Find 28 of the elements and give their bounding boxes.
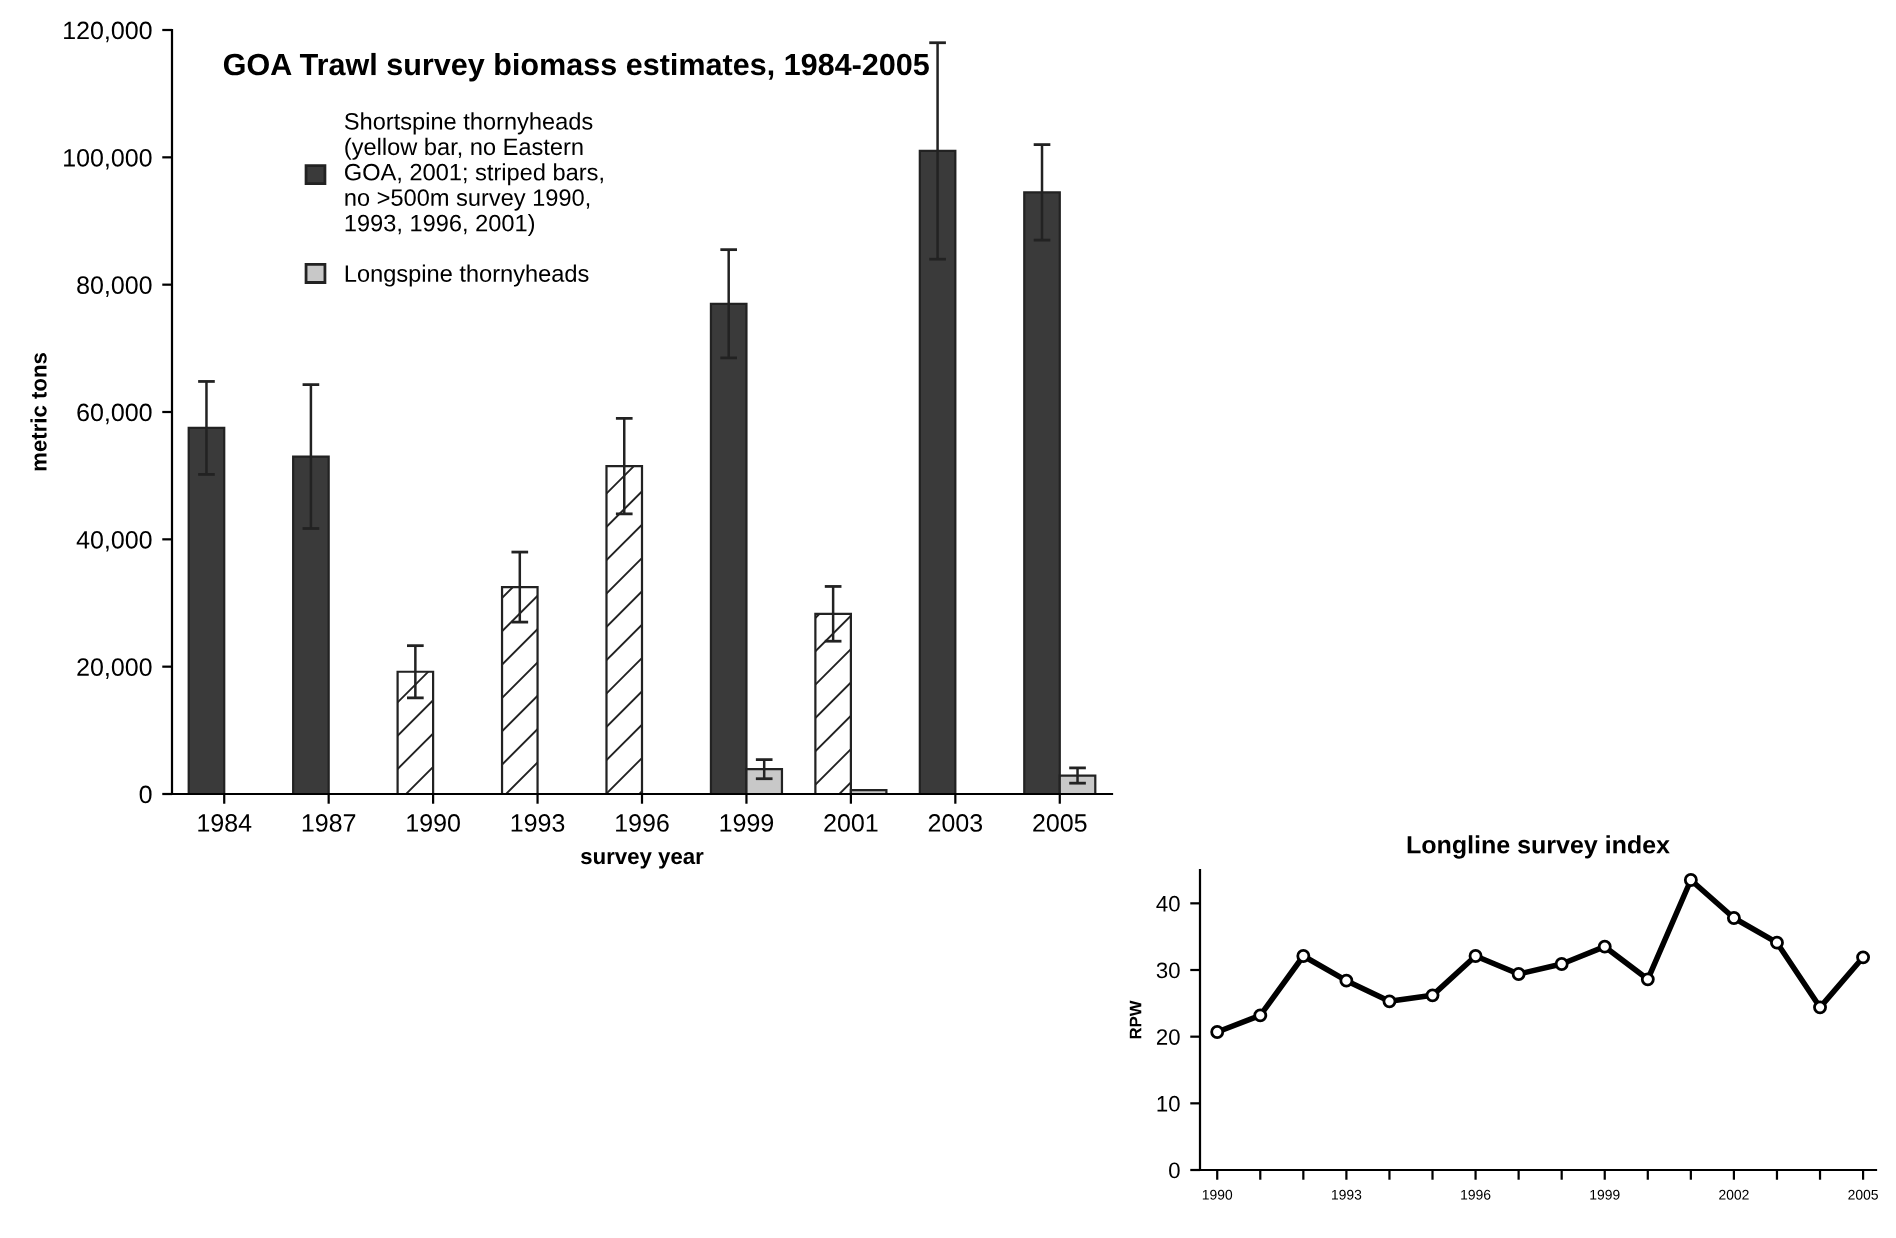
x-tick-label: 2003 <box>928 814 983 832</box>
x-tick-label: 1993 <box>511 814 565 832</box>
x-tick-label: 1990 <box>407 814 460 832</box>
y-tick-label: 100,000 <box>64 148 152 170</box>
y-axis-title: RPW <box>1129 1000 1142 1039</box>
y-axis-title: metric tons <box>30 353 47 471</box>
x-tick-label: 1999 <box>720 814 774 832</box>
y-tick-label: 20 <box>1156 1029 1180 1045</box>
x-axis-title: survey year <box>581 852 704 869</box>
chart-title: Longline survey index <box>1407 835 1670 859</box>
y-tick-label: 10 <box>1157 1095 1180 1112</box>
y-tick-label: 120,000 <box>64 21 152 43</box>
x-tick-label: 2001 <box>824 814 878 832</box>
y-tick-label: 40,000 <box>76 530 152 552</box>
x-tick-label: 2005 <box>1033 814 1087 832</box>
y-tick-label: 40 <box>1156 895 1180 912</box>
x-tick-label: 1996 <box>616 814 669 832</box>
x-tick-label: 1984 <box>198 814 252 832</box>
legend-label: Shortspine thornyheads (yellow bar, no Eastern GOA, 2001; striped bars, no >500m survey 1990, 1993, 1996, 2001) <box>344 112 603 237</box>
y-tick-label: 60,000 <box>77 403 152 425</box>
y-tick-label: 0 <box>139 785 152 804</box>
y-tick-label: 80,000 <box>77 276 152 297</box>
x-tick-label: 1987 <box>302 814 356 832</box>
text: GOA Trawl survey biomass estimates, 1984-2005 <box>223 52 929 82</box>
y-tick-label: 0 <box>1169 1162 1180 1179</box>
y-tick-label: 30 <box>1156 962 1180 979</box>
y-tick-label: 20,000 <box>77 658 152 679</box>
legend-label: Longspine thornyheads <box>345 264 589 287</box>
